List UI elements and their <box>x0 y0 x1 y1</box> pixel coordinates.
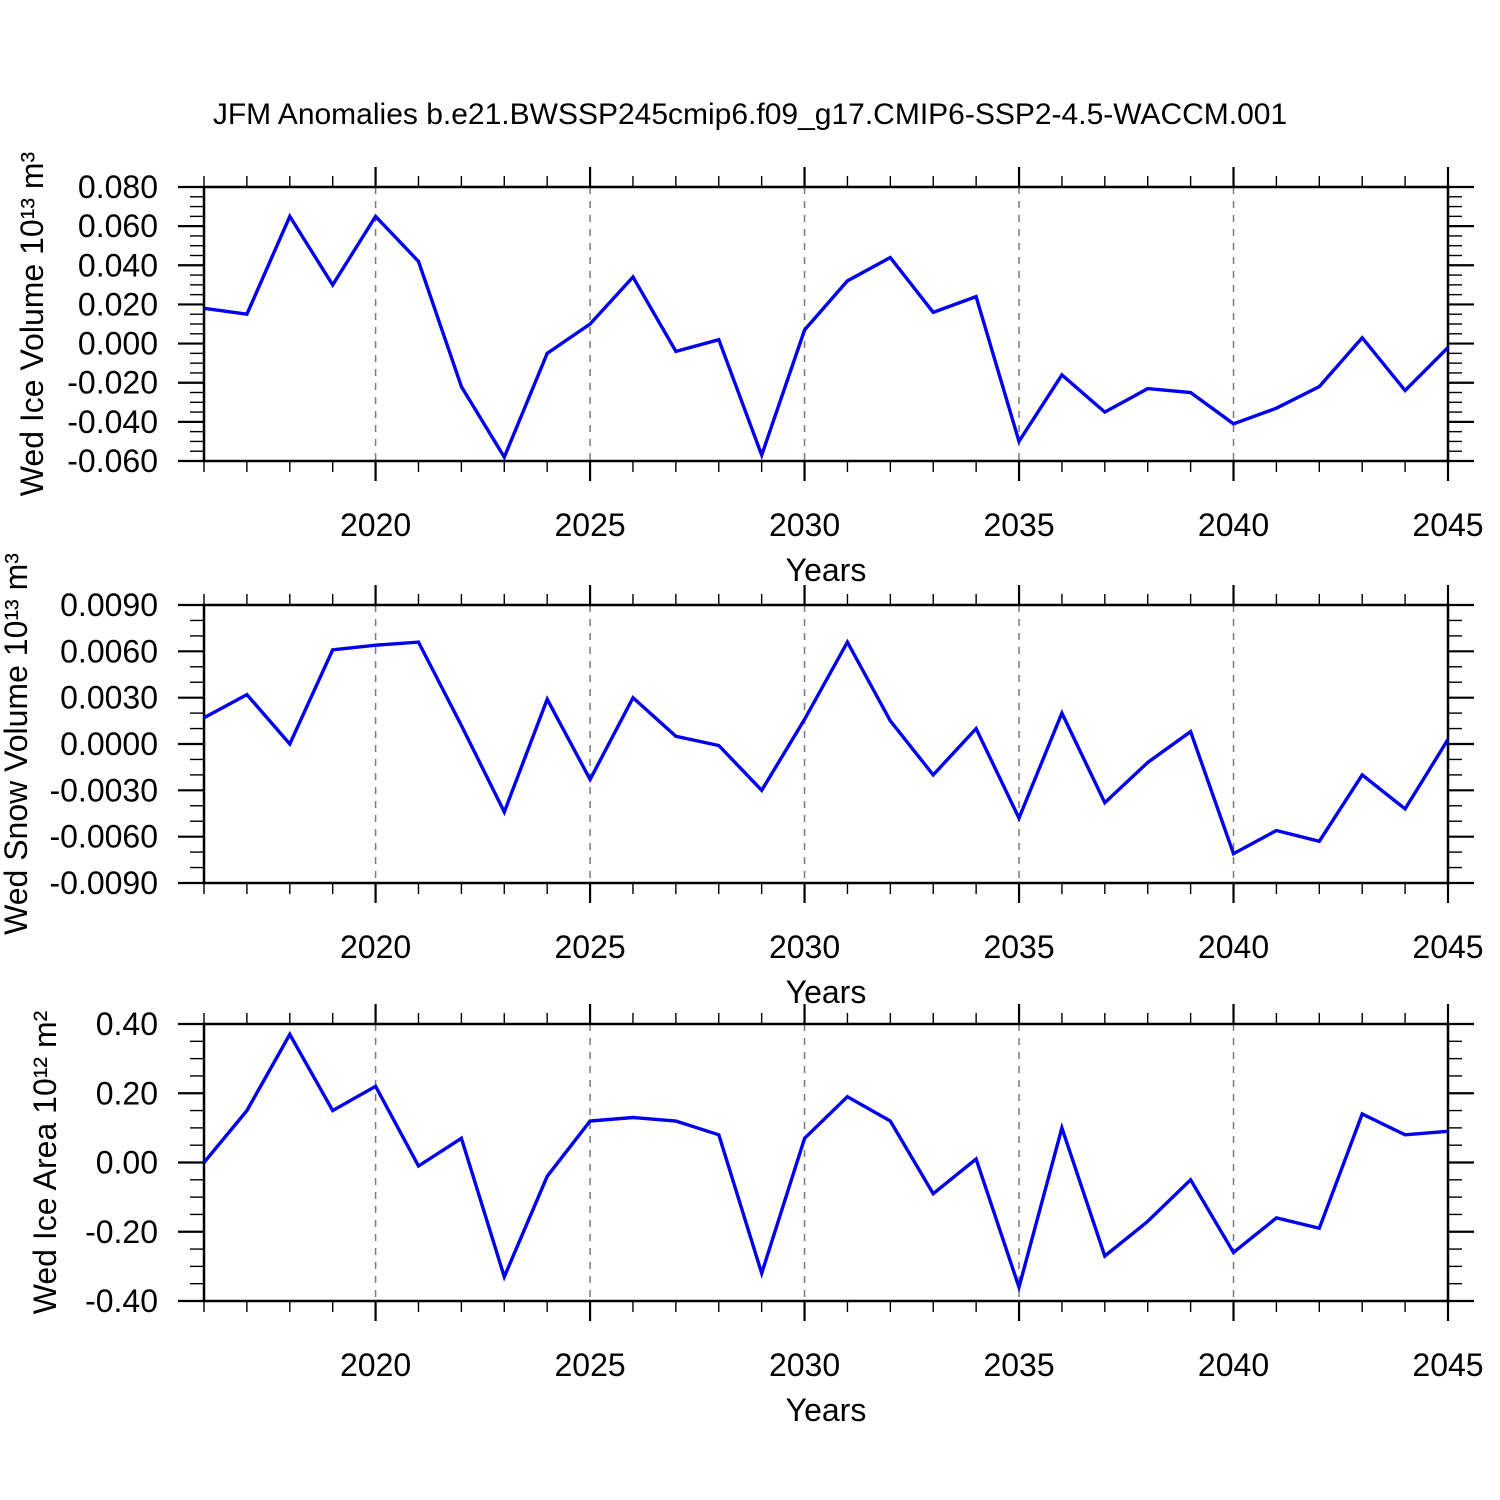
x-tick-label: 2025 <box>554 1347 625 1383</box>
x-tick-label: 2020 <box>340 1347 411 1383</box>
data-line <box>203 638 1450 857</box>
y-axis-label: Wed Snow Volume 10¹³ m³ <box>0 553 34 935</box>
x-tick-label: 2040 <box>1198 1347 1269 1383</box>
x-tick-label: 2030 <box>769 1347 840 1383</box>
y-tick-label: 0.0030 <box>60 680 158 716</box>
x-tick-label: 2040 <box>1198 507 1269 543</box>
x-tick-label: 2035 <box>983 929 1054 965</box>
data-line <box>203 212 1450 461</box>
y-tick-label: 0.00 <box>96 1145 158 1181</box>
y-tick-label: -0.060 <box>67 443 158 479</box>
panel-3: -0.40 -0.20 0.00 0.20 0.40 2020 2025 2030 2035 20… <box>27 1004 1484 1428</box>
y-tick-label: 0.040 <box>78 247 158 283</box>
x-tick-label: 2040 <box>1198 929 1269 965</box>
y-tick-label: 0.0060 <box>60 633 158 669</box>
plot-border <box>202 185 1450 463</box>
x-tick-label: 2025 <box>554 929 625 965</box>
y-tick-label: 0.000 <box>78 326 158 362</box>
plot-border <box>202 603 1450 885</box>
y-tick-label: -0.0090 <box>49 865 158 901</box>
x-tick-label: 2045 <box>1412 507 1483 543</box>
x-axis-label: Years <box>786 974 867 1010</box>
y-tick-label: 0.080 <box>78 169 158 205</box>
y-tick-label: -0.20 <box>85 1214 158 1250</box>
y-tick-label: -0.40 <box>85 1283 158 1319</box>
y-tick-label: -0.0030 <box>49 772 158 808</box>
y-axis-label: Wed Ice Area 10¹² m² <box>27 1010 63 1314</box>
y-axis-label: Wed Ice Volume 10¹³ m³ <box>14 151 50 496</box>
x-tick-label: 2020 <box>340 507 411 543</box>
panel-2: -0.0090 -0.0060 -0.0030 0.0000 0.0030 0.0060 0… <box>0 553 1484 1010</box>
y-tick-label: -0.0060 <box>49 819 158 855</box>
y-tick-label: 0.020 <box>78 286 158 322</box>
x-tick-label: 2035 <box>983 1347 1054 1383</box>
x-axis-label: Years <box>786 1392 867 1428</box>
plot-border <box>202 1022 1450 1303</box>
y-tick-label: 0.060 <box>78 208 158 244</box>
x-tick-label: 2030 <box>769 929 840 965</box>
x-axis-label: Years <box>786 552 867 588</box>
data-line <box>202 1030 1449 1294</box>
x-tick-label: 2025 <box>554 507 625 543</box>
y-tick-label: 0.20 <box>96 1075 158 1111</box>
y-tick-label: -0.040 <box>67 404 158 440</box>
x-tick-label: 2030 <box>769 507 840 543</box>
x-tick-label: 2020 <box>340 929 411 965</box>
chart-title: JFM Anomalies b.e21.BWSSP245cmip6.f09_g1… <box>212 98 1288 131</box>
x-tick-label: 2035 <box>983 507 1054 543</box>
y-tick-label: 0.0000 <box>60 726 158 762</box>
y-tick-label: 0.40 <box>96 1006 158 1042</box>
x-tick-label: 2045 <box>1412 929 1483 965</box>
x-tick-label: 2045 <box>1412 1347 1483 1383</box>
y-tick-label: 0.0090 <box>60 587 158 623</box>
y-tick-label: -0.020 <box>67 365 158 401</box>
